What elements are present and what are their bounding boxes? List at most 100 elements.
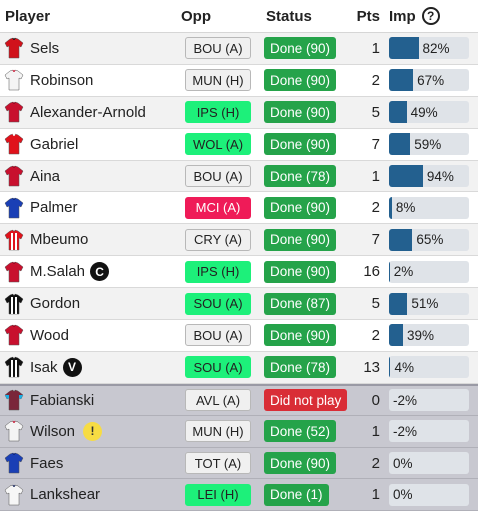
- imp-bar: 8%: [389, 196, 469, 219]
- imp-bar-fill: [389, 260, 390, 283]
- warning-icon[interactable]: !: [83, 421, 103, 441]
- status-badge: Did not play: [264, 389, 348, 412]
- player-cell: Gordon: [0, 293, 178, 315]
- imp-bar: 94%: [389, 165, 469, 187]
- player-row[interactable]: Mbeumo CRY (A) Done (90) 7 65%: [0, 224, 478, 257]
- imp-bar: 65%: [389, 228, 469, 251]
- points-value: 13: [363, 358, 380, 376]
- player-name[interactable]: Sels: [30, 39, 60, 57]
- header-imp[interactable]: Imp ?: [384, 7, 478, 25]
- player-cell: Alexander-Arnold: [0, 101, 178, 123]
- imp-value: 39%: [407, 327, 435, 343]
- player-row[interactable]: Lankshear LEI (H) Done (1) 1 0%: [0, 479, 478, 511]
- imp-bar-fill: [389, 292, 408, 315]
- opponent-badge: BOU (A): [185, 165, 251, 187]
- opponent-badge: LEI (H): [185, 483, 251, 506]
- imp-cell: -2%: [384, 420, 478, 443]
- player-cell: M.Salah C: [0, 261, 178, 283]
- status-badge: Done (90): [264, 69, 337, 92]
- imp-cell: 65%: [384, 228, 478, 251]
- imp-value: 59%: [414, 136, 442, 152]
- status-badge: Done (90): [264, 133, 337, 156]
- player-row[interactable]: Gabriel WOL (A) Done (90) 7 59%: [0, 129, 478, 161]
- imp-bar-fill: [389, 228, 413, 251]
- points-value: 7: [371, 135, 380, 153]
- player-row[interactable]: Wilson! MUN (H) Done (52) 1 -2%: [0, 415, 478, 448]
- player-name[interactable]: Fabianski: [30, 391, 95, 409]
- imp-bar-fill: [389, 356, 391, 379]
- player-name[interactable]: Palmer: [30, 199, 78, 217]
- player-row[interactable]: Fabianski AVL (A) Did not play 0 -2%: [0, 383, 478, 416]
- points-value: 2: [371, 71, 380, 89]
- imp-bar: 4%: [389, 356, 469, 379]
- imp-cell: 8%: [384, 196, 478, 219]
- player-row[interactable]: Sels BOU (A) Done (90) 1 82%: [0, 33, 478, 65]
- status-cell: Done (90): [258, 196, 352, 219]
- points-value: 1: [371, 422, 380, 440]
- player-name[interactable]: Robinson: [30, 71, 94, 89]
- status-badge: Done (90): [264, 452, 337, 475]
- player-row[interactable]: Gordon SOU (A) Done (87) 5 51%: [0, 288, 478, 321]
- player-name[interactable]: Aina: [30, 167, 61, 185]
- opponent-badge: IPS (H): [185, 260, 251, 283]
- opp-cell: IPS (H): [178, 101, 258, 124]
- player-row[interactable]: Wood BOU (A) Done (90) 2 39%: [0, 320, 478, 352]
- opp-cell: SOU (A): [178, 356, 258, 379]
- opponent-badge: MUN (H): [185, 420, 251, 443]
- player-name[interactable]: Alexander-Arnold: [30, 103, 146, 121]
- shirt-icon: [4, 484, 24, 506]
- imp-value: 67%: [417, 72, 445, 88]
- imp-bar-fill: [389, 133, 411, 156]
- imp-cell: 94%: [384, 165, 478, 187]
- header-player[interactable]: Player: [5, 7, 51, 25]
- imp-cell: 51%: [384, 292, 478, 315]
- player-name[interactable]: Faes: [30, 454, 64, 472]
- opponent-badge: BOU (A): [185, 324, 251, 347]
- imp-bar-fill: [389, 196, 392, 219]
- imp-value: 51%: [411, 296, 439, 312]
- imp-cell: 67%: [384, 69, 478, 92]
- player-row[interactable]: M.Salah C IPS (H) Done (90) 16 2%: [0, 256, 478, 289]
- imp-cell: 82%: [384, 37, 478, 60]
- opponent-badge: SOU (A): [185, 292, 251, 315]
- player-row[interactable]: Robinson MUN (H) Done (90) 2 67%: [0, 65, 478, 97]
- player-row[interactable]: Palmer MCI (A) Done (90) 2 8%: [0, 192, 478, 225]
- status-badge: Done (78): [264, 165, 337, 187]
- player-name[interactable]: Isak: [30, 358, 58, 376]
- player-name[interactable]: Wood: [30, 326, 69, 344]
- imp-bar: 67%: [389, 69, 469, 92]
- status-badge: Done (90): [264, 228, 337, 251]
- player-name[interactable]: Gordon: [30, 295, 81, 313]
- player-row[interactable]: Alexander-Arnold IPS (H) Done (90) 5 49%: [0, 96, 478, 129]
- player-name[interactable]: Gabriel: [30, 135, 79, 153]
- player-name[interactable]: Mbeumo: [30, 231, 89, 249]
- player-name[interactable]: Wilson: [30, 422, 76, 440]
- imp-value: -2%: [393, 423, 418, 439]
- player-cell: Wilson!: [0, 420, 178, 442]
- opp-cell: BOU (A): [178, 37, 258, 60]
- header-opp[interactable]: Opp: [181, 7, 211, 25]
- player-row[interactable]: Isak V SOU (A) Done (78) 13 4%: [0, 351, 478, 384]
- header-status[interactable]: Status: [266, 7, 312, 25]
- opponent-badge: IPS (H): [185, 101, 251, 124]
- shirt-icon: [4, 356, 24, 378]
- help-icon[interactable]: ?: [421, 7, 440, 25]
- imp-bar-fill: [389, 324, 404, 347]
- player-row[interactable]: Aina BOU (A) Done (78) 1 94%: [0, 160, 478, 193]
- header-pts[interactable]: Pts: [356, 7, 380, 25]
- player-cell: Aina: [0, 165, 178, 187]
- imp-bar: -2%: [389, 420, 469, 443]
- player-cell: Robinson: [0, 69, 178, 91]
- opponent-badge: CRY (A): [185, 228, 251, 251]
- imp-cell: 2%: [384, 260, 478, 283]
- player-name[interactable]: M.Salah: [30, 263, 86, 281]
- points-value: 5: [371, 295, 380, 313]
- player-cell: Lankshear: [0, 484, 178, 506]
- player-row[interactable]: Faes TOT (A) Done (90) 2 0%: [0, 447, 478, 480]
- shirt-icon: [4, 197, 24, 219]
- status-badge: Done (87): [264, 292, 337, 315]
- status-cell: Done (78): [258, 165, 352, 187]
- player-name[interactable]: Lankshear: [30, 486, 101, 504]
- shirt-icon: [4, 261, 24, 283]
- imp-value: 8%: [395, 200, 416, 216]
